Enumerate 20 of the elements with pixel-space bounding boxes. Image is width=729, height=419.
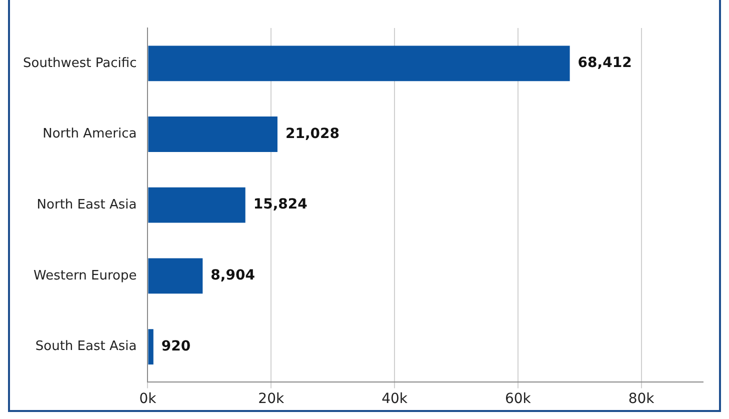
x-tick-label: 0k (139, 391, 158, 408)
x-tick-label: 40k (382, 391, 408, 408)
data-label: 8,904 (210, 268, 256, 284)
x-tick-label: 80k (628, 391, 656, 408)
y-tick-label: North East Asia (36, 197, 137, 212)
bar (148, 46, 570, 82)
bar (148, 187, 246, 223)
y-tick-label: South East Asia (35, 339, 137, 354)
y-tick-label: North America (42, 126, 137, 142)
x-tick-label: 60k (504, 391, 532, 408)
y-tick-label: Western Europe (34, 268, 137, 284)
y-tick-label: Southwest Pacific (22, 56, 137, 71)
data-label: 15,824 (253, 196, 308, 213)
bar (148, 329, 154, 364)
bar (148, 116, 278, 152)
data-label: 920 (161, 338, 191, 354)
bar (148, 258, 203, 294)
data-label: 68,412 (578, 55, 632, 72)
x-tick-label: 20k (258, 391, 285, 408)
data-label: 21,028 (285, 126, 340, 142)
